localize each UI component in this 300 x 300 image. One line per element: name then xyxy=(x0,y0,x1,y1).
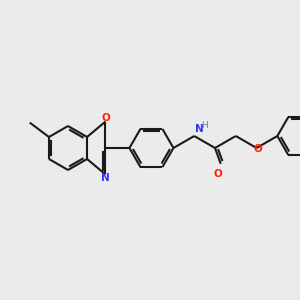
Text: H: H xyxy=(201,121,208,130)
Text: N: N xyxy=(195,124,204,134)
Text: O: O xyxy=(101,112,110,123)
Text: O: O xyxy=(253,144,262,154)
Text: O: O xyxy=(213,169,222,179)
Text: N: N xyxy=(101,173,110,183)
